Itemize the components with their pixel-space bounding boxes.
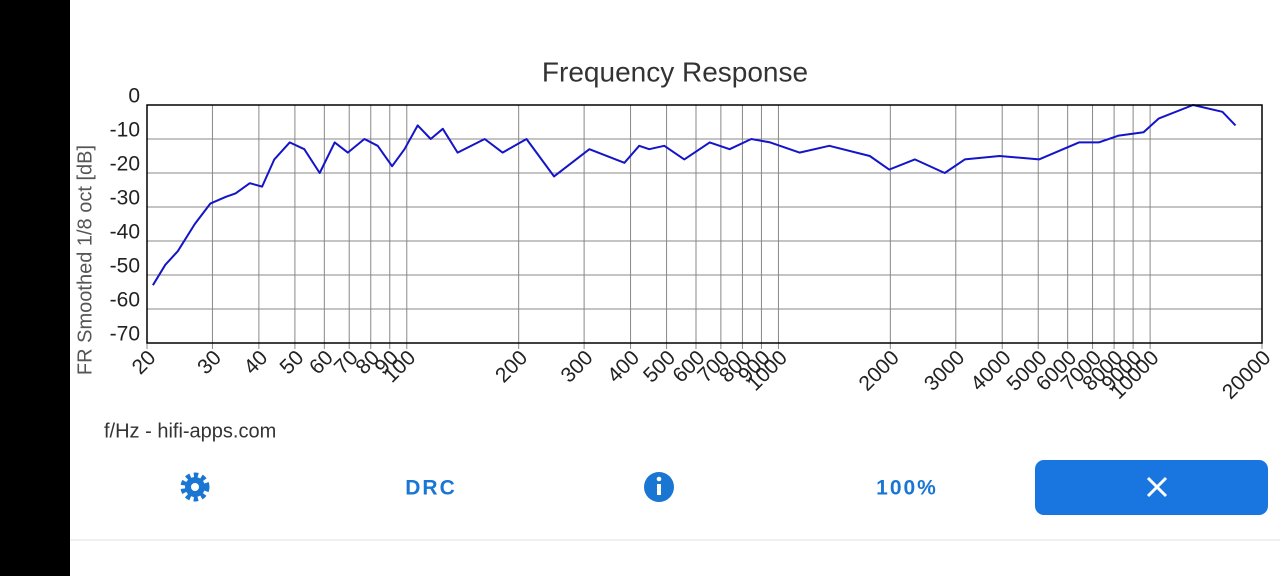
- y-tick-label: -60: [110, 289, 140, 312]
- info-button[interactable]: [644, 472, 674, 502]
- close-button-bg: [1035, 460, 1268, 515]
- y-tick-label: -70: [110, 323, 140, 346]
- close-icon: [1146, 476, 1168, 498]
- y-tick-label: -20: [110, 153, 140, 176]
- y-tick-label: -10: [110, 119, 140, 142]
- info-stem: [657, 484, 661, 495]
- drc-button[interactable]: DRC: [405, 477, 457, 500]
- y-tick-label: 0: [128, 85, 140, 108]
- x-tick-label: 40: [240, 346, 273, 379]
- y-tick-label: -50: [110, 255, 140, 278]
- chart-title: Frequency Response: [542, 56, 808, 87]
- zoom-button[interactable]: 100%: [876, 477, 938, 500]
- info-dot: [656, 476, 662, 482]
- x-tick-label: 20000: [1218, 346, 1276, 404]
- y-axis-label: FR Smoothed 1/8 oct [dB]: [74, 145, 96, 375]
- x-tick-label: 3000: [920, 346, 969, 395]
- x-tick-label: 20: [128, 346, 161, 379]
- y-tick-label: -30: [110, 187, 140, 210]
- y-tick-label: -40: [110, 221, 140, 244]
- x-axis-label: f/Hz - hifi-apps.com: [104, 420, 276, 442]
- close-button[interactable]: [1035, 460, 1268, 515]
- x-tick-label: 400: [603, 346, 644, 387]
- x-tick-label: 50: [276, 346, 309, 379]
- settings-button[interactable]: [180, 472, 210, 502]
- plot-frame: [146, 104, 1263, 344]
- x-tick-label: 4000: [966, 346, 1015, 395]
- x-tick-label: 300: [557, 346, 598, 387]
- fr-line: [152, 104, 1237, 286]
- x-tick-label: 200: [491, 346, 532, 387]
- x-tick-label: 2000: [854, 346, 903, 395]
- side-bar: [0, 0, 70, 576]
- x-tick-label: 30: [193, 346, 226, 379]
- gear-hole: [191, 483, 199, 491]
- gear-teeth: [180, 472, 210, 502]
